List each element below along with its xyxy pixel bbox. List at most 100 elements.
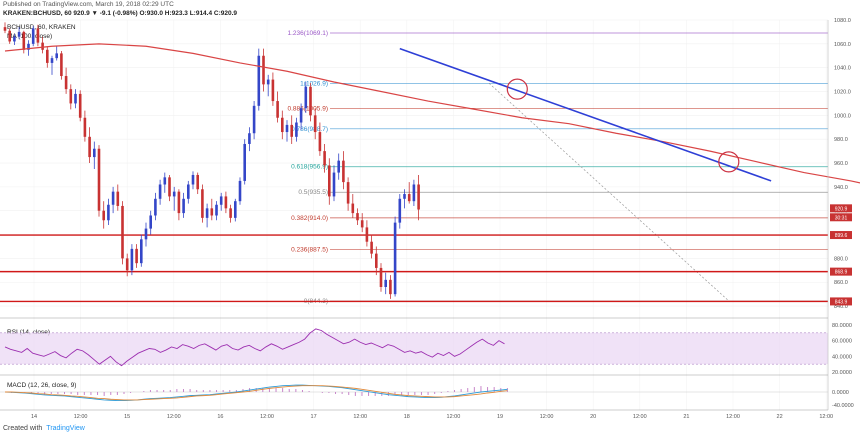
candle-body <box>229 208 232 218</box>
ma-line <box>4 43 860 184</box>
candle-body <box>22 31 26 50</box>
macd-line <box>4 384 508 402</box>
candle-body <box>13 36 16 42</box>
candle-body <box>31 28 35 44</box>
candle-body <box>375 253 378 268</box>
candle-body <box>332 172 336 197</box>
candle-body <box>102 210 105 221</box>
candle-body <box>238 180 242 202</box>
price-tag-label: 843.9 <box>835 299 848 305</box>
candle-body <box>346 182 350 204</box>
candle-body <box>219 196 223 205</box>
candle-body <box>27 43 30 50</box>
ohlc-readout: KRAKEN:BCHUSD, 60 920.9 ▼ -9.1 (-0.98%) … <box>3 10 238 17</box>
fib-levels: 1.236(1069.1) 1(1026.9) 0.886(1005.9) 0.786… <box>288 30 828 305</box>
y-tick-label: 940.0 <box>834 185 848 191</box>
signal-line <box>5 385 508 401</box>
x-tick-label: 15 <box>124 414 130 420</box>
candle-body <box>83 117 87 137</box>
candle-body <box>271 79 275 102</box>
y-tick-label: 860.0 <box>834 280 848 286</box>
y-tick-label: 1000.0 <box>834 113 851 119</box>
x-tick-label: 21 <box>683 414 689 420</box>
tradingview-brand[interactable]: TradingView <box>46 425 85 432</box>
price-tag <box>830 231 852 240</box>
created-with-text: Created with <box>3 425 43 432</box>
candle-body <box>64 76 68 90</box>
moving-average <box>4 43 860 184</box>
support-lines <box>0 234 828 303</box>
x-tick-label: 18 <box>404 414 410 420</box>
y-tick-label: 1040.0 <box>834 66 851 72</box>
x-tick-label: 12:00 <box>633 414 647 420</box>
candle-body <box>55 53 58 59</box>
candle-body <box>252 105 256 134</box>
highlight-circles <box>506 78 740 173</box>
macd-panel: 0.0000 -40.0000 <box>0 384 854 409</box>
candle-body <box>266 79 270 85</box>
fib-label: 1.236(1069.1) <box>288 30 328 37</box>
candle-body <box>328 165 331 197</box>
macd-tick-label: -40.0000 <box>832 403 854 409</box>
candle-body <box>144 228 148 240</box>
candle-body <box>60 53 63 77</box>
symbol-label: BCHUSD, 60, KRAKEN <box>7 24 76 31</box>
x-tick-label: 14 <box>31 414 37 420</box>
candle-body <box>69 89 73 104</box>
candle-body <box>337 160 340 173</box>
fib-diagonal <box>488 83 730 302</box>
candle-body <box>93 148 96 158</box>
candle-body <box>116 191 120 206</box>
fib-label: 1(1026.9) <box>300 80 328 87</box>
fib-label: 0.886(1005.9) <box>288 105 328 112</box>
rsi-tick-label: 80.0000 <box>832 323 852 329</box>
highlight-circle <box>506 78 528 100</box>
rsi-tick-label: 20.0000 <box>832 370 852 376</box>
candle-body <box>168 177 171 197</box>
candle-body <box>78 93 82 118</box>
candle-body <box>407 194 411 202</box>
candle-body <box>379 267 383 288</box>
fib-label: 0.236(887.5) <box>291 246 328 253</box>
x-tick-label: 17 <box>311 414 317 420</box>
x-tick-label: 12:00 <box>353 414 367 420</box>
trend-line <box>399 47 772 182</box>
candle-body <box>149 215 152 229</box>
x-tick-label: 12:00 <box>260 414 274 420</box>
rsi-label: RSI (14, close) <box>7 329 50 336</box>
candle-body <box>135 248 138 264</box>
x-tick-label: 19 <box>497 414 503 420</box>
candle-body <box>342 160 345 183</box>
candle-body <box>224 196 228 209</box>
candle-body <box>262 55 265 85</box>
candle-body <box>248 133 251 144</box>
candle-body <box>257 55 261 106</box>
candle-body <box>323 151 326 166</box>
rsi-tick-label: 60.0000 <box>832 339 852 345</box>
ma-label: MA (100, close) <box>7 33 53 40</box>
candle-body <box>356 213 359 221</box>
price-tag <box>830 204 852 213</box>
candle-body <box>74 93 77 104</box>
candle-body <box>304 86 308 109</box>
candle-body <box>295 122 298 137</box>
trendline <box>399 47 772 182</box>
candle-body <box>309 86 312 116</box>
candle-body <box>41 42 44 50</box>
price-tag <box>830 267 852 276</box>
published-note: Published on TradingView.com, March 19, … <box>3 1 174 8</box>
candle-body <box>285 124 289 133</box>
candle-body <box>158 184 162 199</box>
candle-body <box>417 184 420 210</box>
x-tick-label: 12:00 <box>447 414 461 420</box>
candle-body <box>412 184 416 202</box>
candle-body <box>182 198 185 214</box>
candle-body <box>370 241 373 254</box>
candle-body <box>121 205 124 259</box>
candle-body <box>403 194 406 199</box>
y-tick-label: 1080.0 <box>834 18 851 24</box>
x-tick-label: 16 <box>217 414 223 420</box>
candle-body <box>125 258 129 271</box>
x-tick-label: 12:00 <box>540 414 554 420</box>
